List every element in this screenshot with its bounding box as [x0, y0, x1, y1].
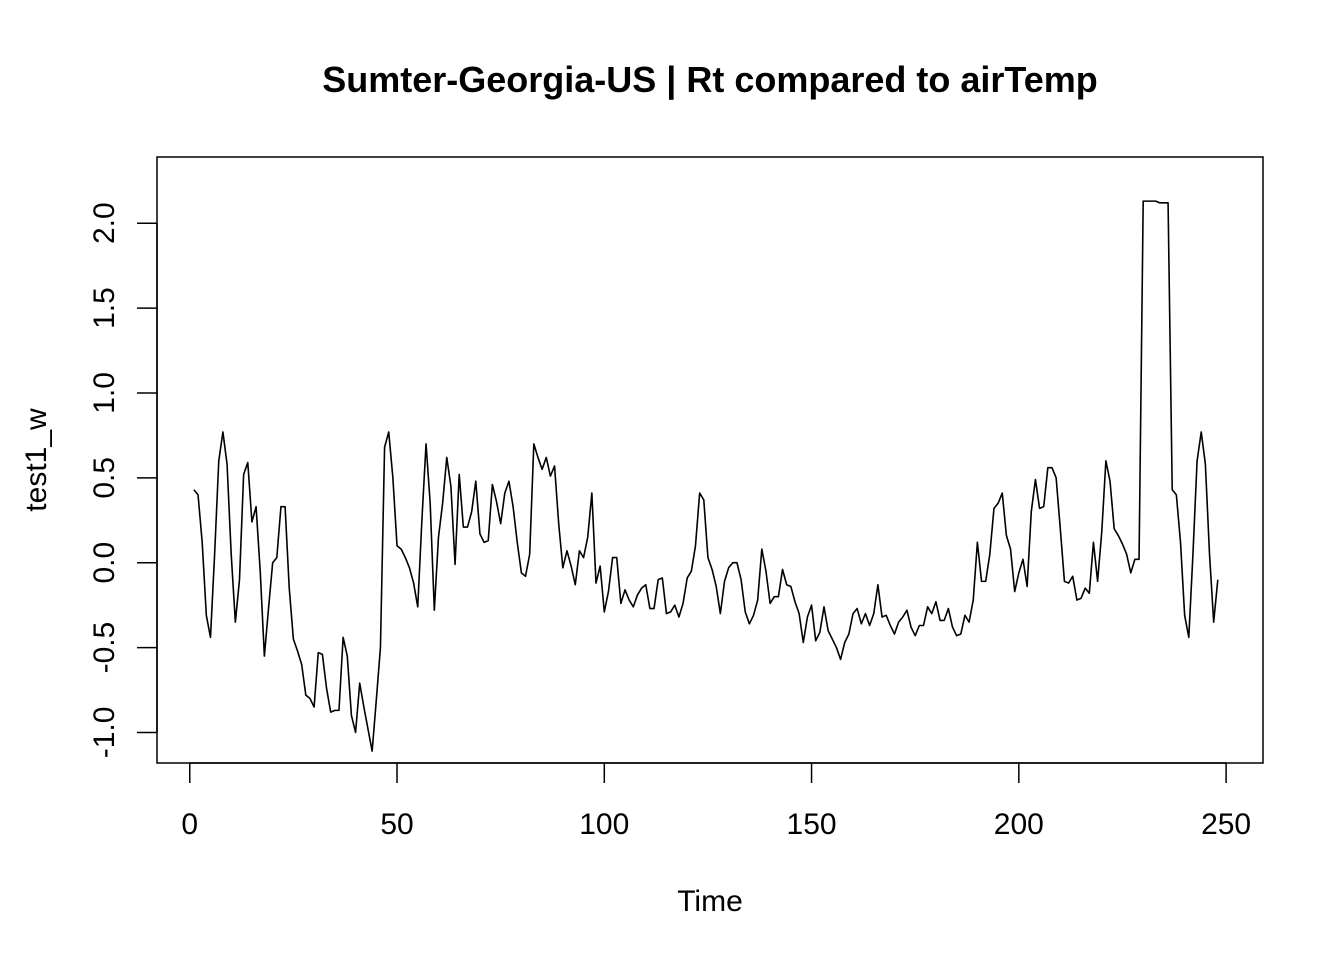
y-tick-label: 0.5	[88, 457, 121, 499]
y-tick-label: -1.0	[88, 707, 121, 759]
y-axis-label: test1_w	[20, 408, 53, 512]
series-line-test1-w	[193, 200, 1219, 752]
y-tick-label: 2.0	[88, 202, 121, 244]
x-tick-label: 0	[181, 808, 198, 841]
y-tick-label: -0.5	[88, 622, 121, 674]
y-axis: -1.0 -0.5 0.0 0.5 1.0 1.5 2.0	[88, 202, 158, 759]
x-tick-label: 200	[994, 808, 1044, 841]
x-tick-label: 50	[380, 808, 413, 841]
y-tick-label: 0.0	[88, 542, 121, 584]
x-tick-label: 150	[787, 808, 837, 841]
y-tick-label: 1.5	[88, 287, 121, 329]
x-axis-label: Time	[677, 885, 743, 918]
plot-frame	[156, 156, 1264, 764]
chart-title: Sumter-Georgia-US | Rt compared to airTe…	[322, 59, 1098, 101]
x-tick-label: 100	[579, 808, 629, 841]
y-tick-label: 1.0	[88, 372, 121, 414]
x-tick-label: 250	[1201, 808, 1251, 841]
x-axis: 0 50 100 150 200 250	[181, 762, 1251, 841]
